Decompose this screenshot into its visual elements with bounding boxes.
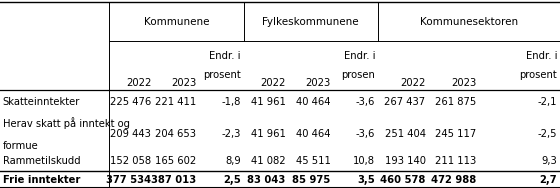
Text: 41 961: 41 961 <box>251 97 286 108</box>
Text: 221 411: 221 411 <box>155 97 196 108</box>
Text: Fylkeskommunene: Fylkeskommunene <box>263 17 359 27</box>
Text: 2023: 2023 <box>171 78 196 88</box>
Text: Kommunesektoren: Kommunesektoren <box>420 17 518 27</box>
Text: -3,6: -3,6 <box>356 129 375 139</box>
Text: 209 443: 209 443 <box>110 129 151 139</box>
Text: 85 975: 85 975 <box>292 174 330 185</box>
Text: -2,3: -2,3 <box>221 129 241 139</box>
Text: -3,6: -3,6 <box>356 97 375 108</box>
Text: 165 602: 165 602 <box>155 156 196 166</box>
Text: 2023: 2023 <box>451 78 476 88</box>
Text: 387 013: 387 013 <box>151 174 196 185</box>
Text: 251 404: 251 404 <box>385 129 426 139</box>
Text: 8,9: 8,9 <box>225 156 241 166</box>
Text: 261 875: 261 875 <box>435 97 476 108</box>
Text: 193 140: 193 140 <box>385 156 426 166</box>
Text: 41 082: 41 082 <box>251 156 286 166</box>
Text: 211 113: 211 113 <box>435 156 476 166</box>
Text: Frie inntekter: Frie inntekter <box>3 174 80 185</box>
Text: 460 578: 460 578 <box>380 174 426 185</box>
Text: 2022: 2022 <box>400 78 426 88</box>
Text: 40 464: 40 464 <box>296 129 330 139</box>
Text: 2022: 2022 <box>126 78 151 88</box>
Text: 2,7: 2,7 <box>540 174 557 185</box>
Text: prosent: prosent <box>203 70 241 80</box>
Text: 41 961: 41 961 <box>251 129 286 139</box>
Text: 152 058: 152 058 <box>110 156 151 166</box>
Text: -2,1: -2,1 <box>538 97 557 108</box>
Text: Endr. i: Endr. i <box>209 51 241 61</box>
Text: 40 464: 40 464 <box>296 97 330 108</box>
Text: 2022: 2022 <box>260 78 286 88</box>
Text: prosent: prosent <box>520 70 557 80</box>
Text: Endr. i: Endr. i <box>344 51 375 61</box>
Text: 3,5: 3,5 <box>357 174 375 185</box>
Text: Kommunene: Kommunene <box>144 17 209 27</box>
Text: 245 117: 245 117 <box>435 129 476 139</box>
Text: formue: formue <box>3 141 39 151</box>
Text: 2023: 2023 <box>305 78 330 88</box>
Text: 472 988: 472 988 <box>431 174 476 185</box>
Text: Endr. i: Endr. i <box>526 51 557 61</box>
Text: 2,5: 2,5 <box>223 174 241 185</box>
Text: 204 653: 204 653 <box>155 129 196 139</box>
Text: -1,8: -1,8 <box>221 97 241 108</box>
Text: 9,3: 9,3 <box>542 156 557 166</box>
Text: Rammetilskudd: Rammetilskudd <box>3 156 81 166</box>
Text: Herav skatt på inntekt og: Herav skatt på inntekt og <box>3 117 130 129</box>
Text: 45 511: 45 511 <box>296 156 330 166</box>
Text: 267 437: 267 437 <box>385 97 426 108</box>
Text: prosen: prosen <box>342 70 375 80</box>
Text: 225 476: 225 476 <box>110 97 151 108</box>
Text: Skatteinntekter: Skatteinntekter <box>3 97 80 108</box>
Text: -2,5: -2,5 <box>538 129 557 139</box>
Text: 10,8: 10,8 <box>353 156 375 166</box>
Text: 377 534: 377 534 <box>106 174 151 185</box>
Text: 83 043: 83 043 <box>248 174 286 185</box>
